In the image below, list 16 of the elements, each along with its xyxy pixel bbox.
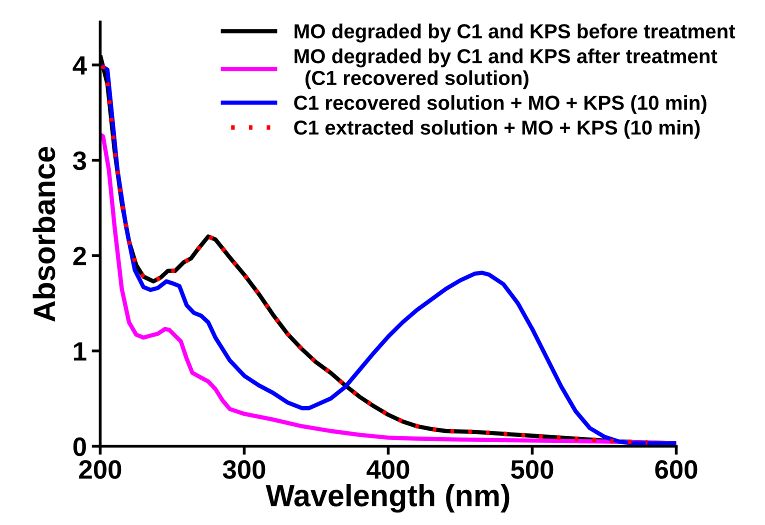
legend-label: C1 extracted solution + MO + KPS (10 min) bbox=[294, 120, 700, 139]
y-tick-label: 3 bbox=[72, 151, 86, 170]
y-tick-label: 0 bbox=[73, 437, 86, 456]
y-tick-label: 4 bbox=[72, 56, 87, 75]
y-axis-title: Absorbance bbox=[32, 146, 56, 322]
x-tick-label: 400 bbox=[366, 460, 410, 479]
x-tick-label: 200 bbox=[79, 460, 122, 479]
x-tick-label: 300 bbox=[222, 460, 266, 479]
x-axis-title: Wavelength (nm) bbox=[266, 484, 510, 513]
y-tick-label: 1 bbox=[74, 342, 86, 360]
legend-label: MO degraded by C1 and KPS before treatment bbox=[294, 24, 736, 42]
legend-label: C1 recovered solution + MO + KPS (10 min) bbox=[294, 95, 706, 114]
x-tick-label: 500 bbox=[511, 460, 554, 479]
y-tick-label: 2 bbox=[73, 246, 86, 266]
legend-label: MO degraded by C1 and KPS after treatment (C1 recovered solution) bbox=[294, 48, 718, 90]
x-tick-label: 600 bbox=[655, 460, 698, 479]
